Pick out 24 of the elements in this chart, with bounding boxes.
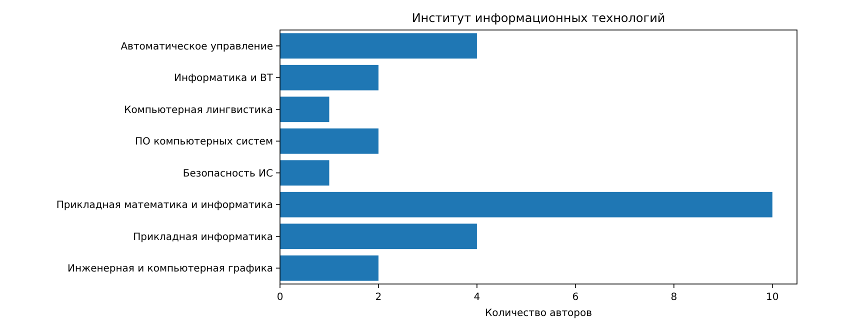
y-tick-label: ПО компьютерных систем (135, 136, 273, 148)
y-tick-label: Информатика и ВТ (174, 73, 274, 84)
bar (280, 255, 378, 281)
y-tick-label: Безопасность ИС (182, 168, 274, 180)
bar (280, 160, 330, 186)
bar (280, 192, 772, 218)
bar (280, 64, 378, 90)
x-tick-label: 4 (474, 292, 480, 303)
x-tick-label: 8 (670, 292, 678, 303)
chart-title: Институт информационных технологий (412, 11, 666, 25)
bar (280, 224, 477, 250)
bar (280, 33, 477, 59)
y-tick-label: Автоматическое управление (120, 41, 273, 52)
x-axis-title: Количество авторов (484, 308, 592, 319)
y-tick-label: Компьютерная лингвистика (124, 104, 273, 116)
x-tick-label: 0 (276, 292, 284, 303)
y-tick-label: Прикладная информатика (133, 232, 273, 243)
x-tick-label: 6 (572, 292, 579, 303)
y-tick-label: Инженерная и компьютерная графика (68, 264, 273, 275)
x-tick-label: 10 (766, 292, 779, 303)
x-tick-label: 2 (375, 292, 382, 303)
bar (280, 128, 378, 154)
bar (280, 96, 330, 122)
y-tick-label: Прикладная математика и информатика (56, 200, 273, 212)
